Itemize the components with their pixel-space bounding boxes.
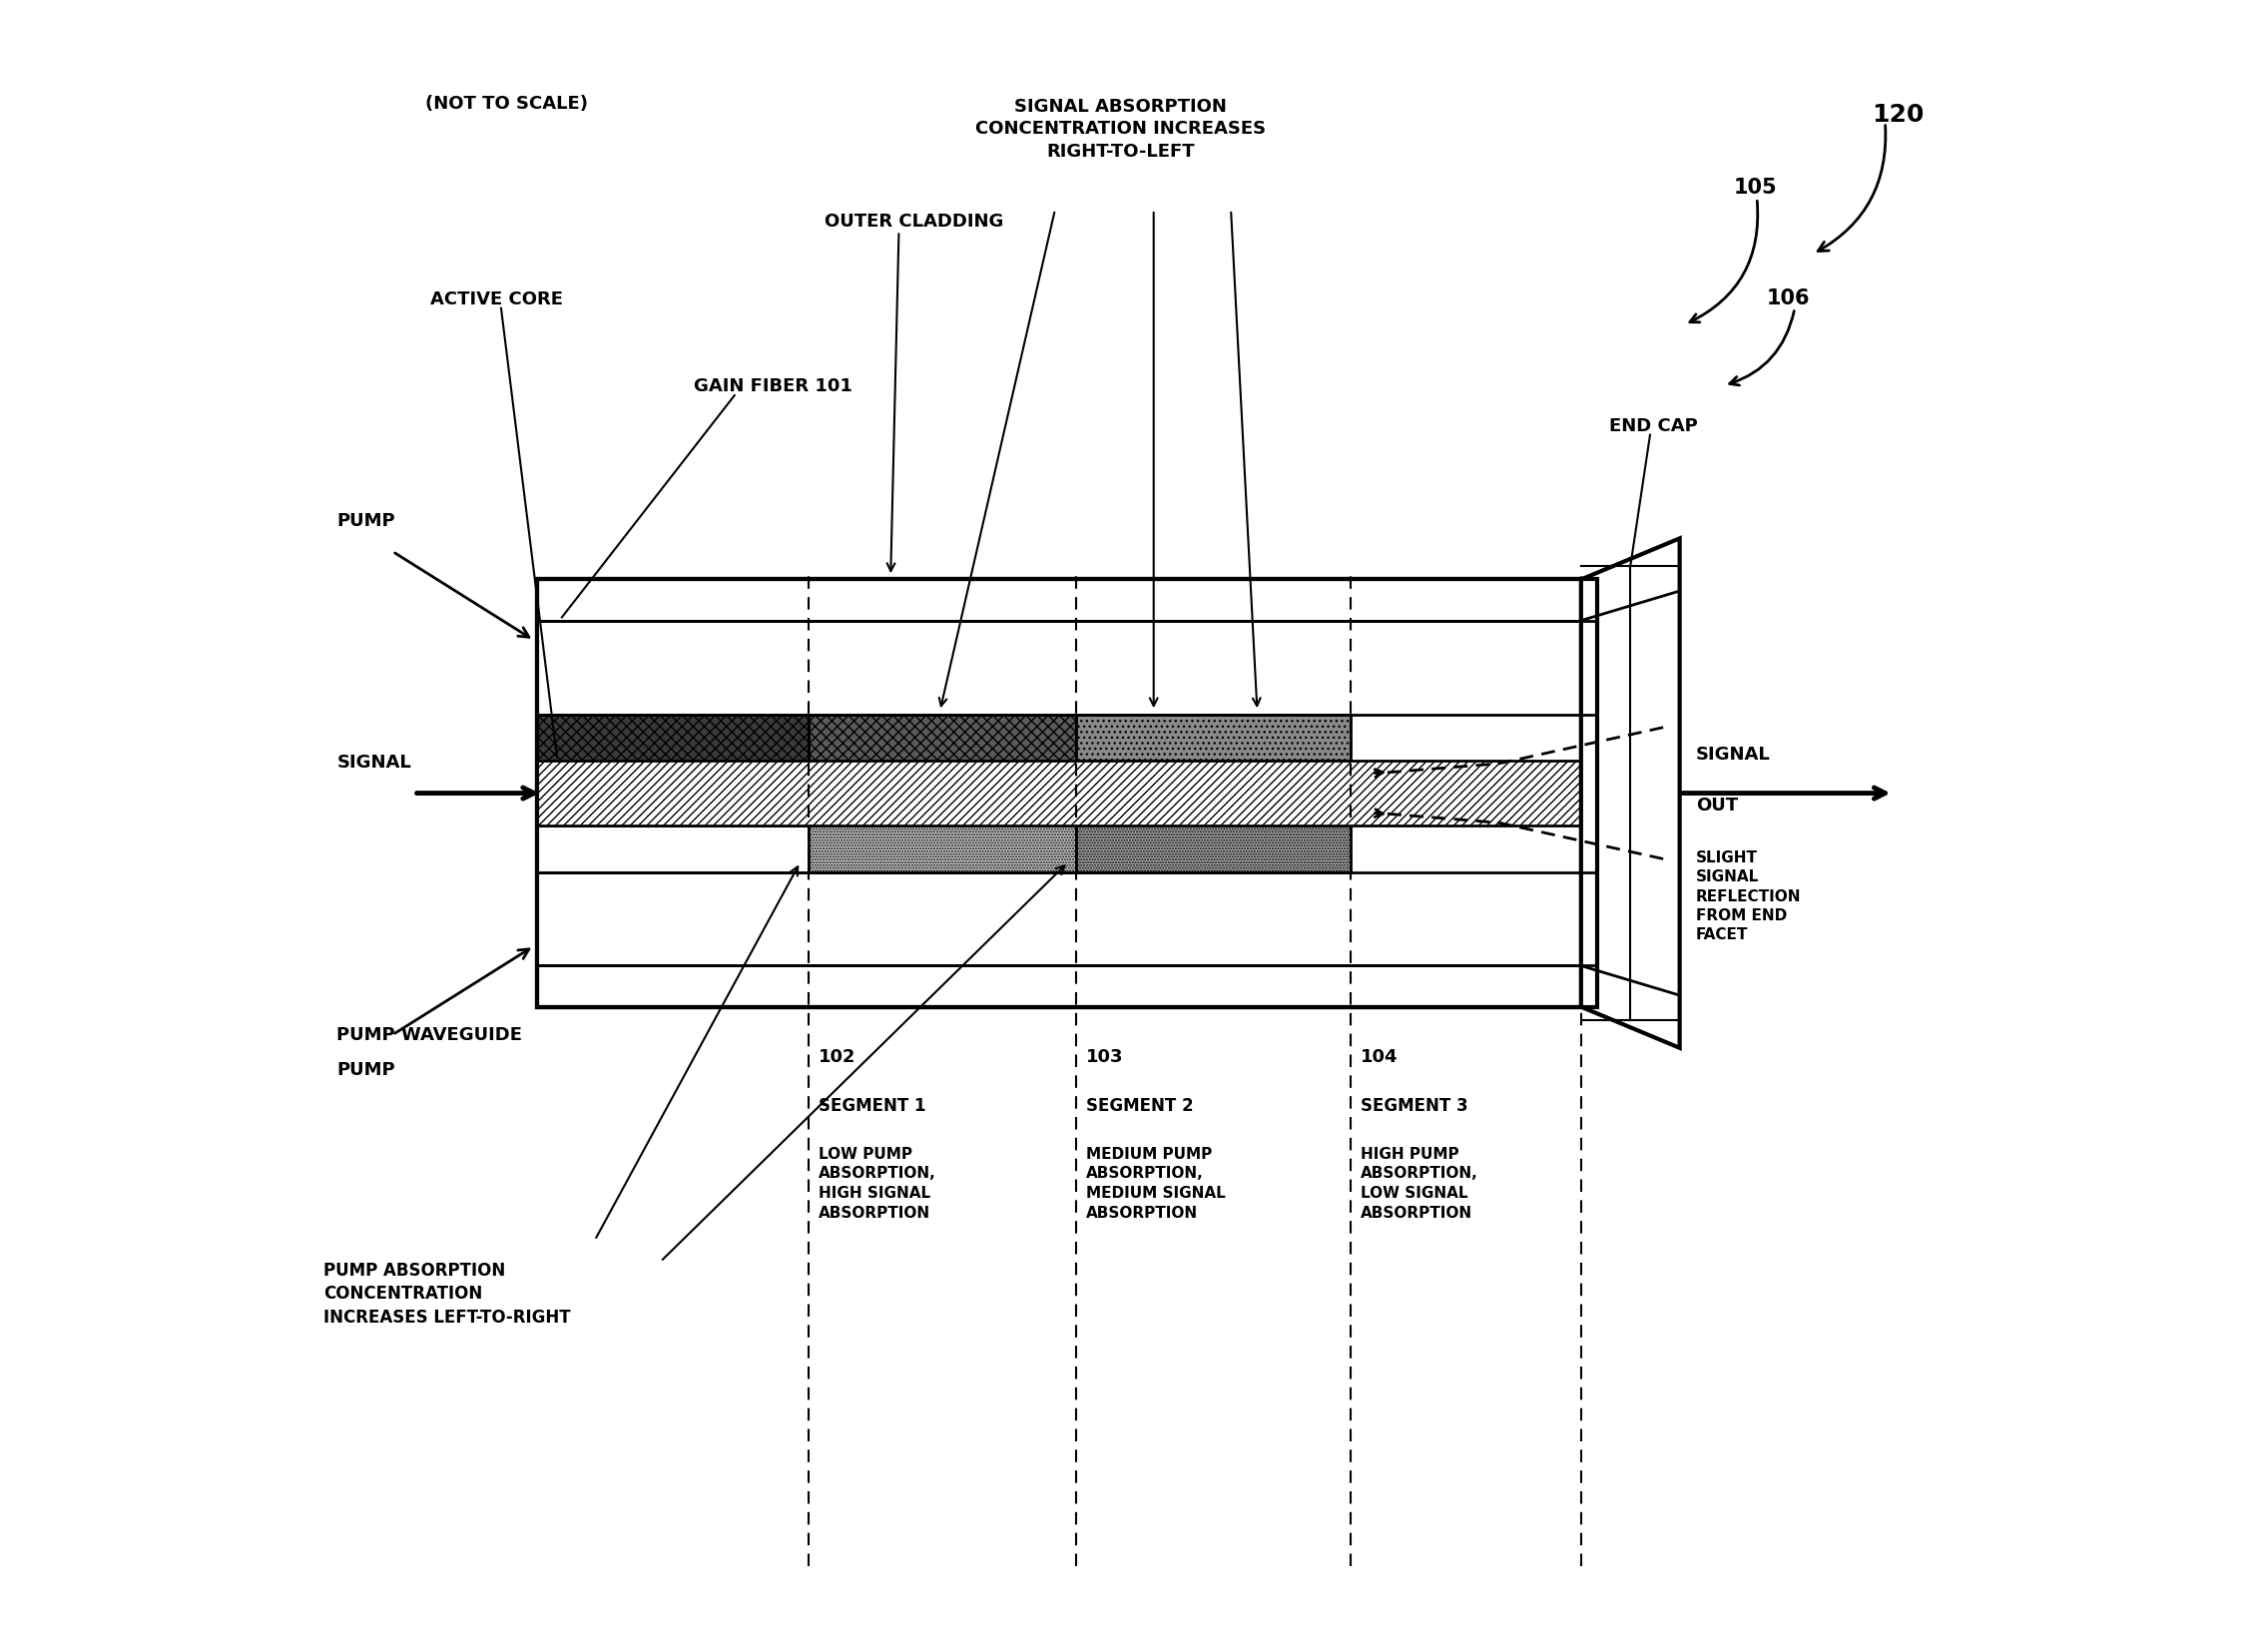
Text: 120: 120	[1872, 102, 1924, 127]
Text: SLIGHT
SIGNAL
REFLECTION
FROM END
FACET: SLIGHT SIGNAL REFLECTION FROM END FACET	[1696, 851, 1802, 942]
Bar	[808, 826, 1077, 872]
Bar	[537, 580, 1596, 1006]
Text: HIGH PUMP
ABSORPTION,
LOW SIGNAL
ABSORPTION: HIGH PUMP ABSORPTION, LOW SIGNAL ABSORPT…	[1362, 1146, 1479, 1221]
Bar	[537, 621, 1596, 966]
Text: ACTIVE CORE: ACTIVE CORE	[431, 291, 562, 309]
Text: END CAP: END CAP	[1610, 416, 1698, 434]
FancyArrowPatch shape	[1689, 202, 1757, 322]
Polygon shape	[1581, 539, 1680, 1047]
Text: PUMP: PUMP	[336, 512, 395, 530]
Text: PUMP WAVEGUIDE: PUMP WAVEGUIDE	[336, 1026, 522, 1044]
FancyArrowPatch shape	[1730, 311, 1795, 385]
Bar	[537, 714, 1596, 872]
Text: OUT: OUT	[1696, 796, 1739, 814]
Bar	[537, 760, 1596, 826]
Bar	[537, 621, 1596, 966]
Text: SIGNAL ABSORPTION
CONCENTRATION INCREASES
RIGHT-TO-LEFT: SIGNAL ABSORPTION CONCENTRATION INCREASE…	[975, 97, 1267, 160]
Text: (NOT TO SCALE): (NOT TO SCALE)	[425, 94, 587, 112]
Text: 104: 104	[1362, 1047, 1398, 1066]
Text: SIGNAL: SIGNAL	[1696, 745, 1770, 763]
Text: GAIN FIBER 101: GAIN FIBER 101	[693, 377, 851, 395]
Text: 102: 102	[817, 1047, 856, 1066]
Text: 105: 105	[1734, 178, 1777, 198]
Text: SEGMENT 1: SEGMENT 1	[817, 1097, 926, 1115]
Bar	[537, 826, 808, 872]
Bar	[537, 714, 808, 760]
Text: LOW PUMP
ABSORPTION,
HIGH SIGNAL
ABSORPTION: LOW PUMP ABSORPTION, HIGH SIGNAL ABSORPT…	[817, 1146, 935, 1221]
Text: 106: 106	[1766, 289, 1811, 309]
FancyArrowPatch shape	[1818, 126, 1885, 251]
Bar	[1077, 714, 1350, 760]
Text: MEDIUM PUMP
ABSORPTION,
MEDIUM SIGNAL
ABSORPTION: MEDIUM PUMP ABSORPTION, MEDIUM SIGNAL AB…	[1086, 1146, 1226, 1221]
Bar	[808, 714, 1077, 760]
Text: OUTER CLADDING: OUTER CLADDING	[824, 213, 1005, 231]
Text: SEGMENT 2: SEGMENT 2	[1086, 1097, 1194, 1115]
Bar	[537, 580, 1596, 1006]
Text: PUMP: PUMP	[336, 1061, 395, 1079]
Text: PUMP ABSORPTION
CONCENTRATION
INCREASES LEFT-TO-RIGHT: PUMP ABSORPTION CONCENTRATION INCREASES …	[323, 1262, 571, 1327]
Text: SIGNAL: SIGNAL	[336, 753, 411, 771]
Bar	[1077, 826, 1350, 872]
Text: SEGMENT 3: SEGMENT 3	[1362, 1097, 1468, 1115]
Text: 103: 103	[1086, 1047, 1124, 1066]
